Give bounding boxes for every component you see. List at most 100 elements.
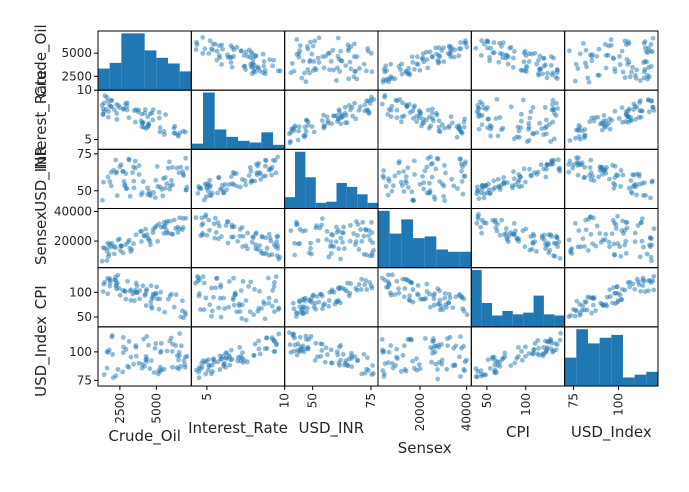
scatter-point (243, 182, 248, 188)
scatter-point (148, 283, 154, 289)
scatter-point (229, 234, 234, 240)
scatter-point (494, 96, 500, 102)
scatter-point (342, 246, 347, 251)
scatter-point (153, 177, 159, 183)
scatter-point (156, 306, 162, 312)
scatter-point (543, 174, 549, 180)
scatter-point (460, 191, 466, 197)
scatter-point (304, 337, 309, 342)
scatter-point (300, 306, 306, 312)
scatter-point (326, 254, 332, 260)
scatter-point (461, 119, 467, 125)
histogram-bar (611, 334, 623, 387)
scatter-point (370, 363, 376, 368)
scatter-point (650, 35, 656, 41)
scatter-point (639, 216, 645, 222)
scatter-point (617, 54, 622, 59)
scatter-point (155, 238, 161, 244)
scatter-point (139, 239, 144, 244)
scatter-point (312, 38, 318, 44)
scatter-point (455, 186, 460, 191)
scatter-point (457, 156, 463, 162)
scatter-point (453, 294, 459, 300)
scatter-point (641, 75, 647, 81)
scatter-point (331, 67, 336, 73)
scatter-point (138, 118, 144, 124)
scatter-point (267, 57, 273, 63)
scatter-point (222, 306, 227, 311)
scatter-point (443, 302, 449, 307)
scatter-point (437, 288, 442, 294)
scatter-point (305, 344, 311, 350)
scatter-point (345, 42, 351, 48)
scatter-point (640, 193, 646, 198)
panel-cpi-vs-sensex (377, 267, 472, 328)
scatter-point (627, 74, 633, 80)
scatter-point (606, 176, 612, 182)
scatter-point (133, 353, 139, 359)
scatter-point (553, 241, 559, 247)
scatter-point (218, 282, 224, 288)
scatter-point (393, 363, 398, 368)
scatter-point (595, 114, 601, 120)
scatter-point (146, 342, 151, 348)
scatter-point (476, 114, 481, 120)
scatter-point (389, 103, 395, 109)
scatter-point (627, 279, 633, 285)
scatter-point (476, 196, 482, 202)
scatter-point (115, 366, 121, 372)
scatter-point (532, 340, 538, 346)
scatter-point (341, 224, 347, 230)
scatter-point (296, 298, 302, 304)
scatter-point (345, 363, 351, 368)
scatter-point (639, 108, 644, 114)
scatter-point (421, 180, 427, 186)
scatter-point (128, 297, 134, 303)
scatter-point (582, 133, 587, 139)
scatter-point (201, 280, 207, 286)
scatter-point (319, 341, 325, 347)
scatter-point (487, 123, 493, 128)
scatter-point (548, 63, 554, 68)
scatter-point (607, 294, 613, 299)
scatter-point (240, 278, 246, 284)
scatter-point (546, 250, 552, 256)
scatter-point (246, 284, 251, 289)
scatter-point (567, 138, 573, 143)
scatter-point (626, 39, 631, 44)
scatter-point (624, 56, 630, 62)
scatter-point (520, 97, 526, 103)
scatter-point (544, 166, 549, 172)
scatter-point (641, 60, 646, 65)
scatter-point (301, 134, 307, 140)
scatter-point (239, 177, 245, 182)
scatter-point (221, 363, 226, 369)
scatter-point (585, 248, 591, 253)
histogram-bar (367, 202, 378, 209)
scatter-point (104, 365, 110, 371)
scatter-point (263, 235, 269, 241)
scatter-point (427, 304, 433, 310)
scatter-point (313, 67, 319, 73)
x-tick-label: 20000 (413, 393, 427, 431)
scatter-point (292, 240, 298, 246)
scatter-point (356, 247, 362, 252)
scatter-point (479, 38, 485, 44)
scatter-point (338, 357, 344, 363)
scatter-point (255, 163, 261, 169)
scatter-point (107, 277, 113, 283)
scatter-point (491, 40, 497, 45)
scatter-point (144, 232, 150, 238)
scatter-point (386, 176, 391, 182)
scatter-point (125, 363, 130, 369)
scatter-point (329, 121, 335, 127)
histogram-bar (389, 233, 402, 268)
scatter-point (160, 193, 166, 199)
scatter-point (481, 41, 487, 47)
scatter-point (257, 351, 263, 357)
scatter-point (426, 180, 432, 186)
scatter-point (451, 183, 457, 189)
y-tick-label: 5 (84, 132, 92, 146)
scatter-point (207, 227, 212, 233)
scatter-point (548, 232, 554, 238)
